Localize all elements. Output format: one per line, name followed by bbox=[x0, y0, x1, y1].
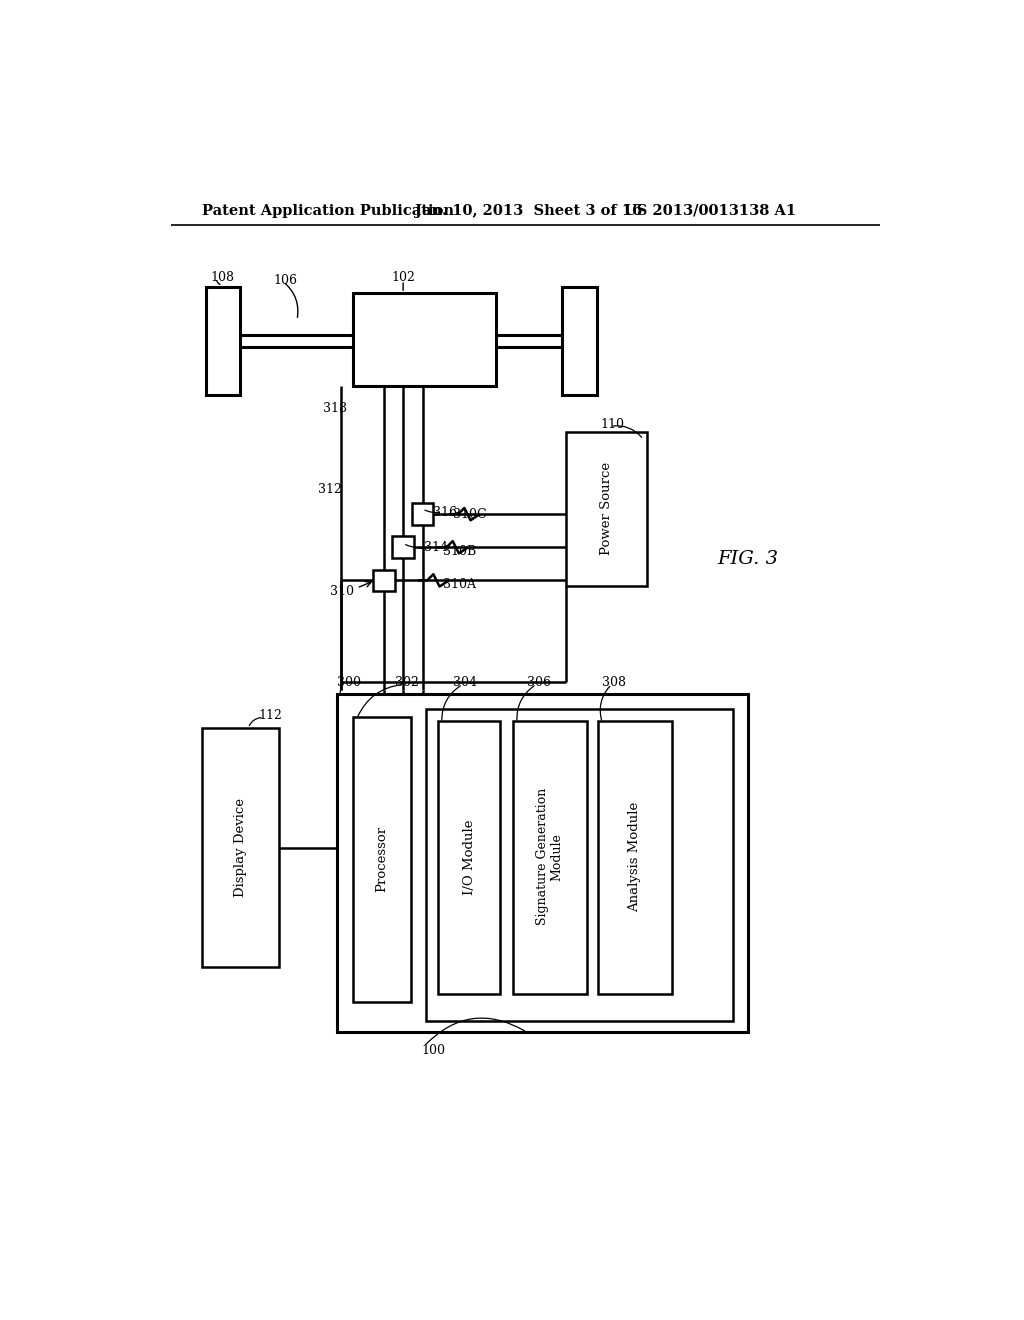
Text: I/O Module: I/O Module bbox=[463, 818, 475, 895]
Bar bbox=[562, 286, 597, 395]
Text: Processor: Processor bbox=[375, 826, 388, 892]
Text: Signature Generation
Module: Signature Generation Module bbox=[536, 788, 563, 925]
Text: Display Device: Display Device bbox=[233, 799, 247, 898]
Text: 308: 308 bbox=[602, 676, 627, 689]
Text: Analysis Module: Analysis Module bbox=[629, 801, 641, 912]
Text: 110: 110 bbox=[601, 417, 625, 430]
Bar bbox=[513, 721, 587, 994]
Bar bbox=[337, 693, 748, 1032]
Text: 306: 306 bbox=[527, 676, 551, 689]
Text: 108: 108 bbox=[211, 271, 234, 284]
Bar bbox=[352, 293, 496, 385]
Text: 106: 106 bbox=[273, 273, 298, 286]
Bar bbox=[566, 432, 647, 586]
Text: 304: 304 bbox=[454, 676, 477, 689]
Bar bbox=[438, 721, 500, 994]
Text: 318: 318 bbox=[324, 403, 347, 416]
Text: 316: 316 bbox=[432, 506, 457, 519]
Bar bbox=[202, 729, 280, 966]
Text: 310B: 310B bbox=[442, 545, 476, 557]
Text: 112: 112 bbox=[258, 709, 282, 722]
Text: Patent Application Publication: Patent Application Publication bbox=[202, 203, 454, 218]
Text: 310: 310 bbox=[331, 585, 354, 598]
Text: 312: 312 bbox=[317, 483, 342, 496]
Bar bbox=[412, 503, 433, 525]
Text: Power Source: Power Source bbox=[600, 462, 612, 556]
Text: 102: 102 bbox=[391, 271, 416, 284]
Text: Jan. 10, 2013  Sheet 3 of 16: Jan. 10, 2013 Sheet 3 of 16 bbox=[415, 203, 642, 218]
Bar bbox=[373, 570, 394, 591]
Bar bbox=[392, 536, 414, 558]
Text: 300: 300 bbox=[337, 676, 361, 689]
Bar bbox=[352, 717, 411, 1002]
Text: US 2013/0013138 A1: US 2013/0013138 A1 bbox=[624, 203, 796, 218]
Text: 100: 100 bbox=[421, 1044, 445, 1056]
Text: 310A: 310A bbox=[442, 578, 476, 591]
Text: 310C: 310C bbox=[454, 508, 487, 520]
Text: 302: 302 bbox=[395, 676, 419, 689]
Bar bbox=[206, 286, 241, 395]
Text: 314: 314 bbox=[424, 541, 449, 554]
Bar bbox=[598, 721, 672, 994]
Bar bbox=[426, 709, 732, 1020]
Text: FIG. 3: FIG. 3 bbox=[717, 550, 778, 568]
